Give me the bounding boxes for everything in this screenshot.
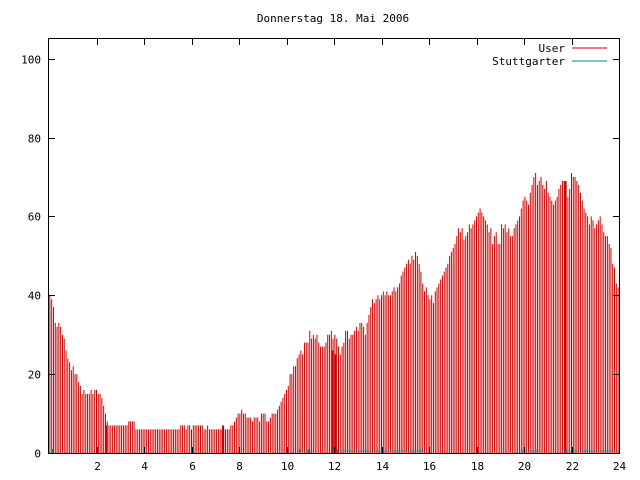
x-tick-label: 22 (566, 460, 579, 473)
y-axis: 0 20 40 60 80 100 (21, 54, 619, 461)
x-tick-label: 14 (376, 460, 390, 473)
x-tick-label: 4 (141, 460, 148, 473)
x-tick-label: 6 (189, 460, 196, 473)
legend-label-stuttgarter: Stuttgarter (492, 55, 565, 68)
legend-label-user: User (539, 42, 566, 55)
legend: User Stuttgarter (492, 42, 607, 68)
y-tick-label: 0 (34, 448, 41, 461)
x-tick-label: 20 (518, 460, 531, 473)
x-axis: 2 4 6 8 10 12 14 16 18 20 22 24 (94, 39, 626, 473)
x-tick-label: 8 (236, 460, 243, 473)
x-tick-label: 24 (613, 460, 627, 473)
y-tick-label: 20 (28, 369, 41, 382)
x-tick-label: 10 (281, 460, 294, 473)
y-tick-label: 40 (28, 290, 41, 303)
y-tick-label: 60 (28, 211, 41, 224)
series-stuttgarter-bars (51, 180, 619, 453)
x-tick-label: 2 (94, 460, 101, 473)
y-tick-label: 100 (21, 54, 41, 67)
x-tick-label: 18 (471, 460, 484, 473)
plot-frame (48, 38, 620, 454)
chart-title: Donnerstag 18. Mai 2006 (257, 12, 409, 25)
series-user-bars (49, 173, 619, 453)
x-tick-label: 16 (423, 460, 436, 473)
y-tick-label: 80 (28, 133, 41, 146)
x-tick-label: 12 (328, 460, 341, 473)
